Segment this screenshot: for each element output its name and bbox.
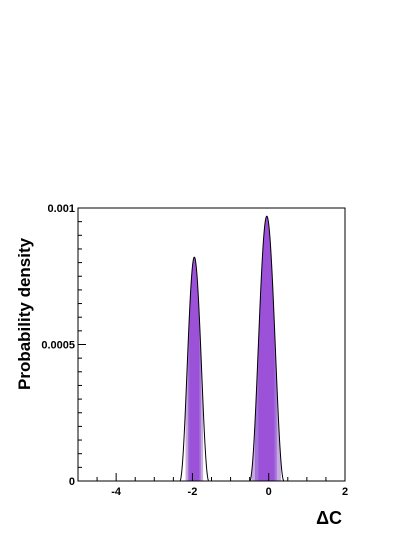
y-tick-label: 0.001 (47, 203, 75, 215)
x-tick-label: 2 (342, 486, 348, 498)
shaded-bands (185, 216, 281, 482)
y-axis-title: Probability density (15, 237, 34, 390)
y-tick-label: 0.0005 (41, 340, 75, 352)
y-tick-label: 0 (69, 476, 75, 488)
plot-frame (77, 207, 346, 482)
y-axis-ticks: 0 0.0005 0.001 (41, 203, 86, 488)
x-axis-ticks: -4 -2 0 2 (77, 473, 348, 498)
band-inner-2 (258, 216, 275, 481)
x-tick-label: -2 (188, 486, 198, 498)
band-inner-1 (189, 257, 200, 481)
x-tick-label: -4 (111, 486, 122, 498)
x-tick-label: 0 (266, 486, 272, 498)
density-curve (78, 215, 345, 482)
x-axis-title: ΔC (316, 508, 342, 528)
